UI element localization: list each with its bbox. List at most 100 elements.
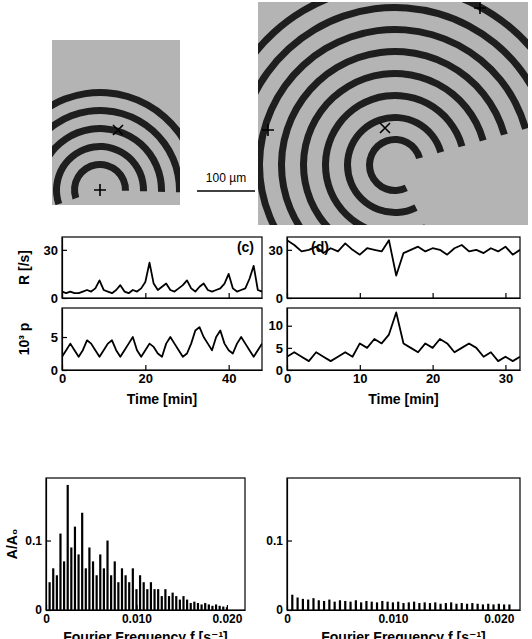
spectrum-bar bbox=[56, 575, 58, 610]
tick-mark bbox=[393, 605, 394, 610]
tick-mark bbox=[287, 370, 292, 371]
spectrum-bar bbox=[125, 575, 127, 610]
tick-label: 0.020 bbox=[484, 612, 514, 626]
spectrum-bar bbox=[355, 600, 357, 610]
tick-label: 20 bbox=[426, 371, 440, 386]
spectrum-bar bbox=[339, 600, 341, 610]
wave-band bbox=[52, 125, 165, 205]
axis-line bbox=[62, 309, 63, 371]
spectrum-bar bbox=[157, 589, 159, 610]
wave-band bbox=[322, 92, 465, 225]
micrograph bbox=[258, 2, 528, 225]
tick-mark bbox=[62, 250, 67, 251]
x-axis-title: Fourier Frequency f [s⁻¹] bbox=[321, 629, 486, 639]
tick-mark bbox=[62, 370, 67, 371]
spectrum-bar bbox=[59, 534, 61, 610]
tick: 10 bbox=[269, 318, 292, 333]
tick bbox=[229, 293, 230, 298]
marks bbox=[291, 595, 510, 610]
tick bbox=[145, 293, 146, 298]
tick-mark bbox=[287, 540, 292, 541]
spectrum-bar bbox=[503, 604, 505, 610]
tick-mark bbox=[46, 540, 51, 541]
spectrum-bar bbox=[85, 568, 87, 610]
y-axis: 05 bbox=[51, 309, 67, 378]
tick-label: 30 bbox=[499, 371, 513, 386]
spectrum-bar bbox=[429, 603, 431, 610]
tick-mark bbox=[505, 365, 506, 370]
spectrum-bar bbox=[106, 541, 108, 610]
tick-mark bbox=[433, 365, 434, 370]
spectrum-bar bbox=[492, 604, 494, 610]
plot-frame bbox=[287, 308, 520, 370]
tick: 10 bbox=[353, 365, 367, 386]
spectrum-bar bbox=[307, 600, 309, 610]
spectrum-bar bbox=[70, 547, 72, 610]
spectrum-bar bbox=[67, 485, 69, 610]
spectrum-bar bbox=[328, 600, 330, 610]
spectrum-bar bbox=[200, 604, 202, 610]
tick-mark bbox=[287, 348, 292, 349]
spectrum-bar bbox=[334, 602, 336, 610]
spectrum-bar bbox=[402, 603, 404, 610]
plot-frame bbox=[287, 478, 520, 610]
plot-frame bbox=[62, 308, 262, 370]
x-axis: 02040 bbox=[59, 365, 263, 386]
tick-mark bbox=[499, 605, 500, 610]
spectrum-bar bbox=[197, 603, 199, 610]
panel: 0 0.010 0.020 00.1 Fourier Frequency f [s⁻¹] bbox=[266, 478, 520, 639]
x-axis-title: Fourier Frequency f [s⁻¹] bbox=[63, 629, 228, 639]
spectrum-bar bbox=[461, 603, 463, 610]
tick: 0 bbox=[276, 603, 292, 617]
position-marker bbox=[113, 125, 123, 135]
tick: 0 bbox=[276, 291, 292, 306]
spectrum-bar bbox=[408, 602, 410, 610]
x-axis-title: Time [min] bbox=[127, 391, 198, 407]
spectrum-bar bbox=[455, 604, 457, 610]
tick-label: 5 bbox=[276, 341, 283, 356]
position-marker bbox=[94, 184, 106, 196]
tick-label: 0.020 bbox=[212, 612, 242, 626]
tick: 5 bbox=[276, 341, 292, 356]
tick bbox=[360, 293, 361, 298]
tick: 0.010 bbox=[378, 605, 408, 626]
y-axis: 00.1 bbox=[266, 479, 292, 618]
axis-line bbox=[62, 238, 63, 299]
spectrum-bar bbox=[508, 604, 510, 610]
spectrum-bar bbox=[81, 513, 83, 610]
spectrum-bar bbox=[439, 604, 441, 610]
tick: 0.010 bbox=[122, 605, 152, 626]
tick-mark bbox=[433, 293, 434, 298]
spectrum-bar bbox=[344, 601, 346, 610]
tick-label: 0.010 bbox=[378, 612, 408, 626]
spectrum-bar bbox=[211, 606, 213, 610]
marks bbox=[49, 485, 228, 610]
axis-line bbox=[287, 309, 288, 371]
x-axis: 0 0.010 0.020 bbox=[284, 605, 520, 626]
spectrum-bar bbox=[179, 600, 181, 610]
scale-bar bbox=[197, 190, 255, 192]
spectrum-bar bbox=[146, 589, 148, 610]
tick: 0.020 bbox=[484, 605, 514, 626]
tick-mark bbox=[62, 337, 67, 338]
spectrum-bar bbox=[376, 602, 378, 610]
position-marker bbox=[262, 124, 274, 136]
spectrum-bar bbox=[219, 606, 221, 610]
spectrum-bar bbox=[215, 604, 217, 610]
tick-label: 30 bbox=[269, 243, 283, 258]
tick-label: 0 bbox=[284, 612, 291, 626]
spectrum-bar bbox=[392, 602, 394, 610]
spectrum-bar bbox=[296, 597, 298, 610]
wave-band bbox=[52, 107, 180, 205]
spectrum-bar bbox=[52, 568, 54, 610]
panel: 0 30 (d) bbox=[269, 237, 521, 306]
panel-label: (d) bbox=[311, 239, 329, 255]
trace bbox=[287, 312, 520, 361]
tick: 0 bbox=[51, 291, 67, 306]
tick: 40 bbox=[222, 365, 236, 386]
wave-band bbox=[344, 114, 444, 216]
tick-mark bbox=[145, 365, 146, 370]
spectrum-bar bbox=[175, 596, 177, 610]
spectrum-bar bbox=[186, 600, 188, 610]
position-marker bbox=[380, 123, 390, 133]
